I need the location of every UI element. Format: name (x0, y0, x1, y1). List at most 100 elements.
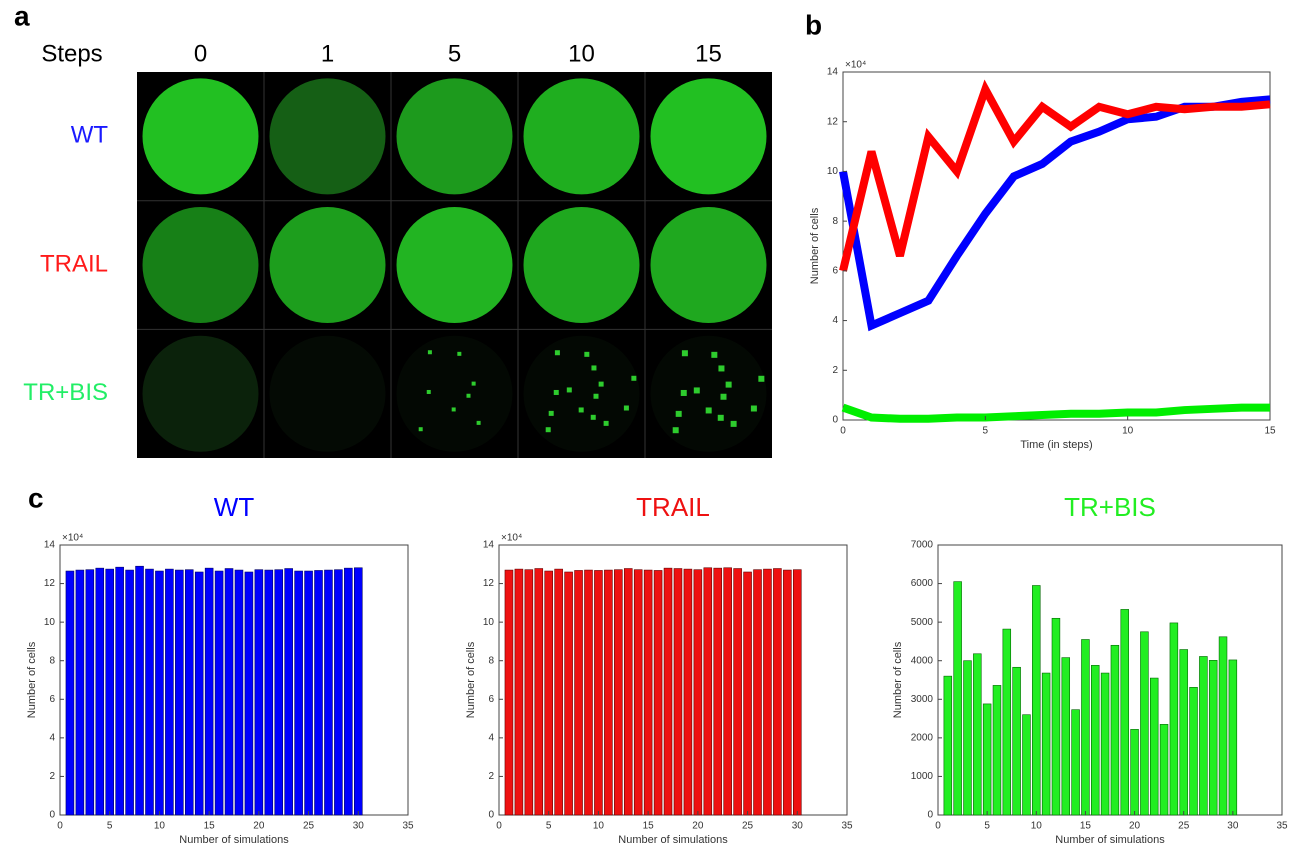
colony (553, 389, 559, 395)
y-tick-label: 4 (488, 732, 494, 743)
colony (711, 351, 718, 358)
colony (578, 407, 584, 413)
colony (672, 427, 679, 434)
y-tick-label: 6 (832, 265, 838, 276)
y-axis-label: Number of cells (465, 641, 477, 718)
column-label: 15 (695, 40, 722, 67)
bar (1189, 687, 1198, 816)
x-tick-label: 20 (1129, 821, 1141, 832)
bar (274, 569, 284, 816)
bar (574, 570, 583, 816)
bar (254, 569, 264, 816)
bar (693, 569, 703, 816)
x-tick-label: 5 (983, 426, 989, 437)
bar (973, 653, 982, 816)
bar (544, 570, 553, 816)
x-tick-label: 10 (593, 821, 605, 832)
y-tick-label: 12 (483, 578, 495, 589)
y-tick-label: 2000 (911, 732, 934, 743)
bar (244, 571, 254, 816)
chart-title: WT (214, 492, 255, 522)
y-axis-label: Number of cells (809, 207, 821, 284)
bar (953, 581, 962, 816)
image-well (142, 207, 259, 324)
colony (471, 381, 476, 386)
image-well (523, 335, 640, 452)
image-well (396, 78, 513, 195)
y-tick-label: 14 (44, 540, 56, 551)
colony (680, 389, 687, 396)
y-tick-label: 12 (44, 578, 56, 589)
bar (584, 569, 593, 816)
image-well (650, 207, 767, 324)
bar (1002, 628, 1012, 816)
x-tick-label: 15 (643, 821, 655, 832)
y-tick-label: 8 (832, 216, 838, 227)
bar (344, 567, 353, 816)
bar (643, 569, 653, 816)
bar (165, 568, 174, 816)
image-well (142, 335, 259, 452)
bar (224, 568, 234, 816)
bar (653, 570, 663, 816)
colony (548, 410, 554, 416)
x-tick-label: 5 (546, 821, 552, 832)
colony (623, 405, 629, 411)
colony (566, 387, 572, 393)
colony (717, 414, 724, 421)
row-label: WT (71, 122, 109, 149)
x-axis-label: Time (in steps) (1020, 439, 1092, 451)
bar (673, 568, 683, 816)
x-tick-label: 25 (303, 821, 315, 832)
y-tick-label: 6 (488, 694, 494, 705)
y-tick-label: 10 (483, 617, 495, 628)
colony (681, 350, 688, 357)
x-tick-label: 0 (57, 821, 63, 832)
plot-area (842, 71, 1271, 421)
bar (1012, 666, 1021, 816)
x-tick-label: 25 (1178, 821, 1190, 832)
bar (1218, 636, 1228, 816)
bar (184, 569, 194, 816)
bar (65, 570, 75, 816)
x-tick-label: 30 (792, 821, 804, 832)
image-well (650, 78, 767, 195)
row-label: TR+BIS (23, 379, 108, 406)
y-tick-label: 0 (927, 810, 933, 821)
bar (773, 568, 782, 816)
bar (1179, 649, 1188, 816)
bar (125, 569, 134, 816)
bar (504, 569, 514, 816)
colony (418, 427, 423, 432)
bar (204, 567, 214, 816)
bar (534, 568, 544, 816)
y-tick-label: 1000 (911, 771, 934, 782)
x-tick-label: 15 (1264, 426, 1276, 437)
colony (591, 365, 597, 371)
colony (466, 393, 471, 398)
bar (753, 569, 762, 816)
bar (1091, 665, 1100, 816)
x-tick-label: 10 (1122, 426, 1134, 437)
bar (943, 675, 953, 816)
x-tick-label: 5 (107, 821, 113, 832)
bar (214, 570, 224, 816)
y-tick-label: 8 (49, 655, 55, 666)
x-tick-label: 35 (841, 821, 853, 832)
x-tick-label: 5 (984, 821, 990, 832)
bar (683, 568, 693, 816)
colony (545, 427, 551, 433)
colony (457, 351, 462, 356)
bar (115, 566, 124, 816)
bar (1061, 657, 1071, 816)
bar (135, 565, 144, 816)
colony (476, 420, 481, 425)
bar (524, 569, 534, 816)
bar (614, 569, 623, 816)
x-tick-label: 0 (496, 821, 502, 832)
row-label: TRAIL (40, 250, 108, 277)
bar (514, 568, 524, 816)
x-tick-label: 15 (1080, 821, 1092, 832)
chart-title: TR+BIS (1064, 492, 1156, 522)
